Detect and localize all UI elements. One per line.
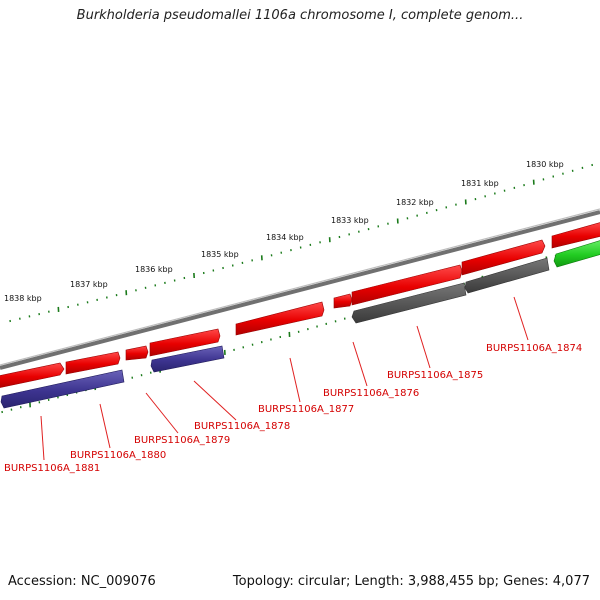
gene-label[interactable]: BURPS1106A_1880: [70, 450, 166, 461]
gene-arrow-1878-forward[interactable]: [149, 328, 221, 357]
gene-arrow-1874-reverse[interactable]: [464, 257, 550, 294]
scale-label: 1836 kbp: [135, 265, 173, 274]
gene-arrow-1878-reverse[interactable]: [150, 345, 225, 373]
scale-label: 1832 kbp: [396, 198, 434, 207]
scale-label: 1838 kbp: [4, 294, 42, 303]
scale-label: 1833 kbp: [331, 216, 369, 225]
gene-arrow-1879-forward[interactable]: [125, 345, 149, 361]
scale-labels: 1838 kbp 1837 kbp 1836 kbp 1835 kbp 1834…: [4, 160, 564, 303]
accession-text: Accession: NC_009076: [8, 574, 156, 589]
gene-arrow-1874-forward[interactable]: [461, 239, 546, 276]
reverse-strand-genes: [0, 240, 600, 409]
gene-label[interactable]: BURPS1106A_1875: [387, 370, 483, 381]
leader-line: [352, 341, 368, 387]
gene-label[interactable]: BURPS1106A_1876: [323, 388, 419, 399]
gene-arrow-1877-forward[interactable]: [235, 301, 325, 336]
scale-label: 1837 kbp: [70, 280, 108, 289]
gene-label[interactable]: BURPS1106A_1879: [134, 435, 230, 446]
scale-label: 1831 kbp: [461, 179, 499, 188]
gene-arrow-1875-forward[interactable]: [351, 264, 463, 306]
gene-label[interactable]: BURPS1106A_1881: [4, 463, 100, 474]
leader-line: [40, 415, 45, 461]
gene-arrow-1881-reverse[interactable]: [0, 369, 125, 409]
leader-line: [513, 296, 529, 341]
leader-line: [289, 357, 301, 403]
leader-line: [145, 392, 179, 434]
gene-labels: BURPS1106A_1881 BURPS1106A_1880 BURPS110…: [4, 343, 582, 474]
genome-backbone: [0, 210, 600, 370]
gene-arrow-edge-forward[interactable]: [551, 222, 600, 249]
gene-arrow-1880-forward[interactable]: [65, 351, 121, 375]
genome-backbone-highlight: [0, 208, 600, 366]
gene-arrow-1881-forward[interactable]: [0, 362, 65, 388]
gene-arrow-1876-forward[interactable]: [333, 293, 353, 309]
forward-strand-genes: [0, 222, 600, 388]
rna-gene-arrow[interactable]: [553, 240, 600, 268]
map-title: Burkholderia pseudomallei 1106a chromoso…: [76, 8, 524, 23]
gene-label[interactable]: BURPS1106A_1874: [486, 343, 582, 354]
leader-line: [193, 380, 237, 421]
scale-label: 1835 kbp: [201, 250, 239, 259]
topology-summary-text: Topology: circular; Length: 3,988,455 bp…: [232, 574, 590, 589]
gene-arrow-1875-reverse[interactable]: [351, 282, 467, 324]
gene-label[interactable]: BURPS1106A_1877: [258, 404, 354, 415]
scale-label: 1830 kbp: [526, 160, 564, 169]
gene-label[interactable]: BURPS1106A_1878: [194, 421, 290, 432]
leader-line: [416, 325, 431, 369]
outer-scale-ticks: [9, 163, 593, 323]
label-leader-lines: [40, 296, 529, 461]
scale-label: 1834 kbp: [266, 233, 304, 242]
leader-line: [99, 403, 111, 449]
